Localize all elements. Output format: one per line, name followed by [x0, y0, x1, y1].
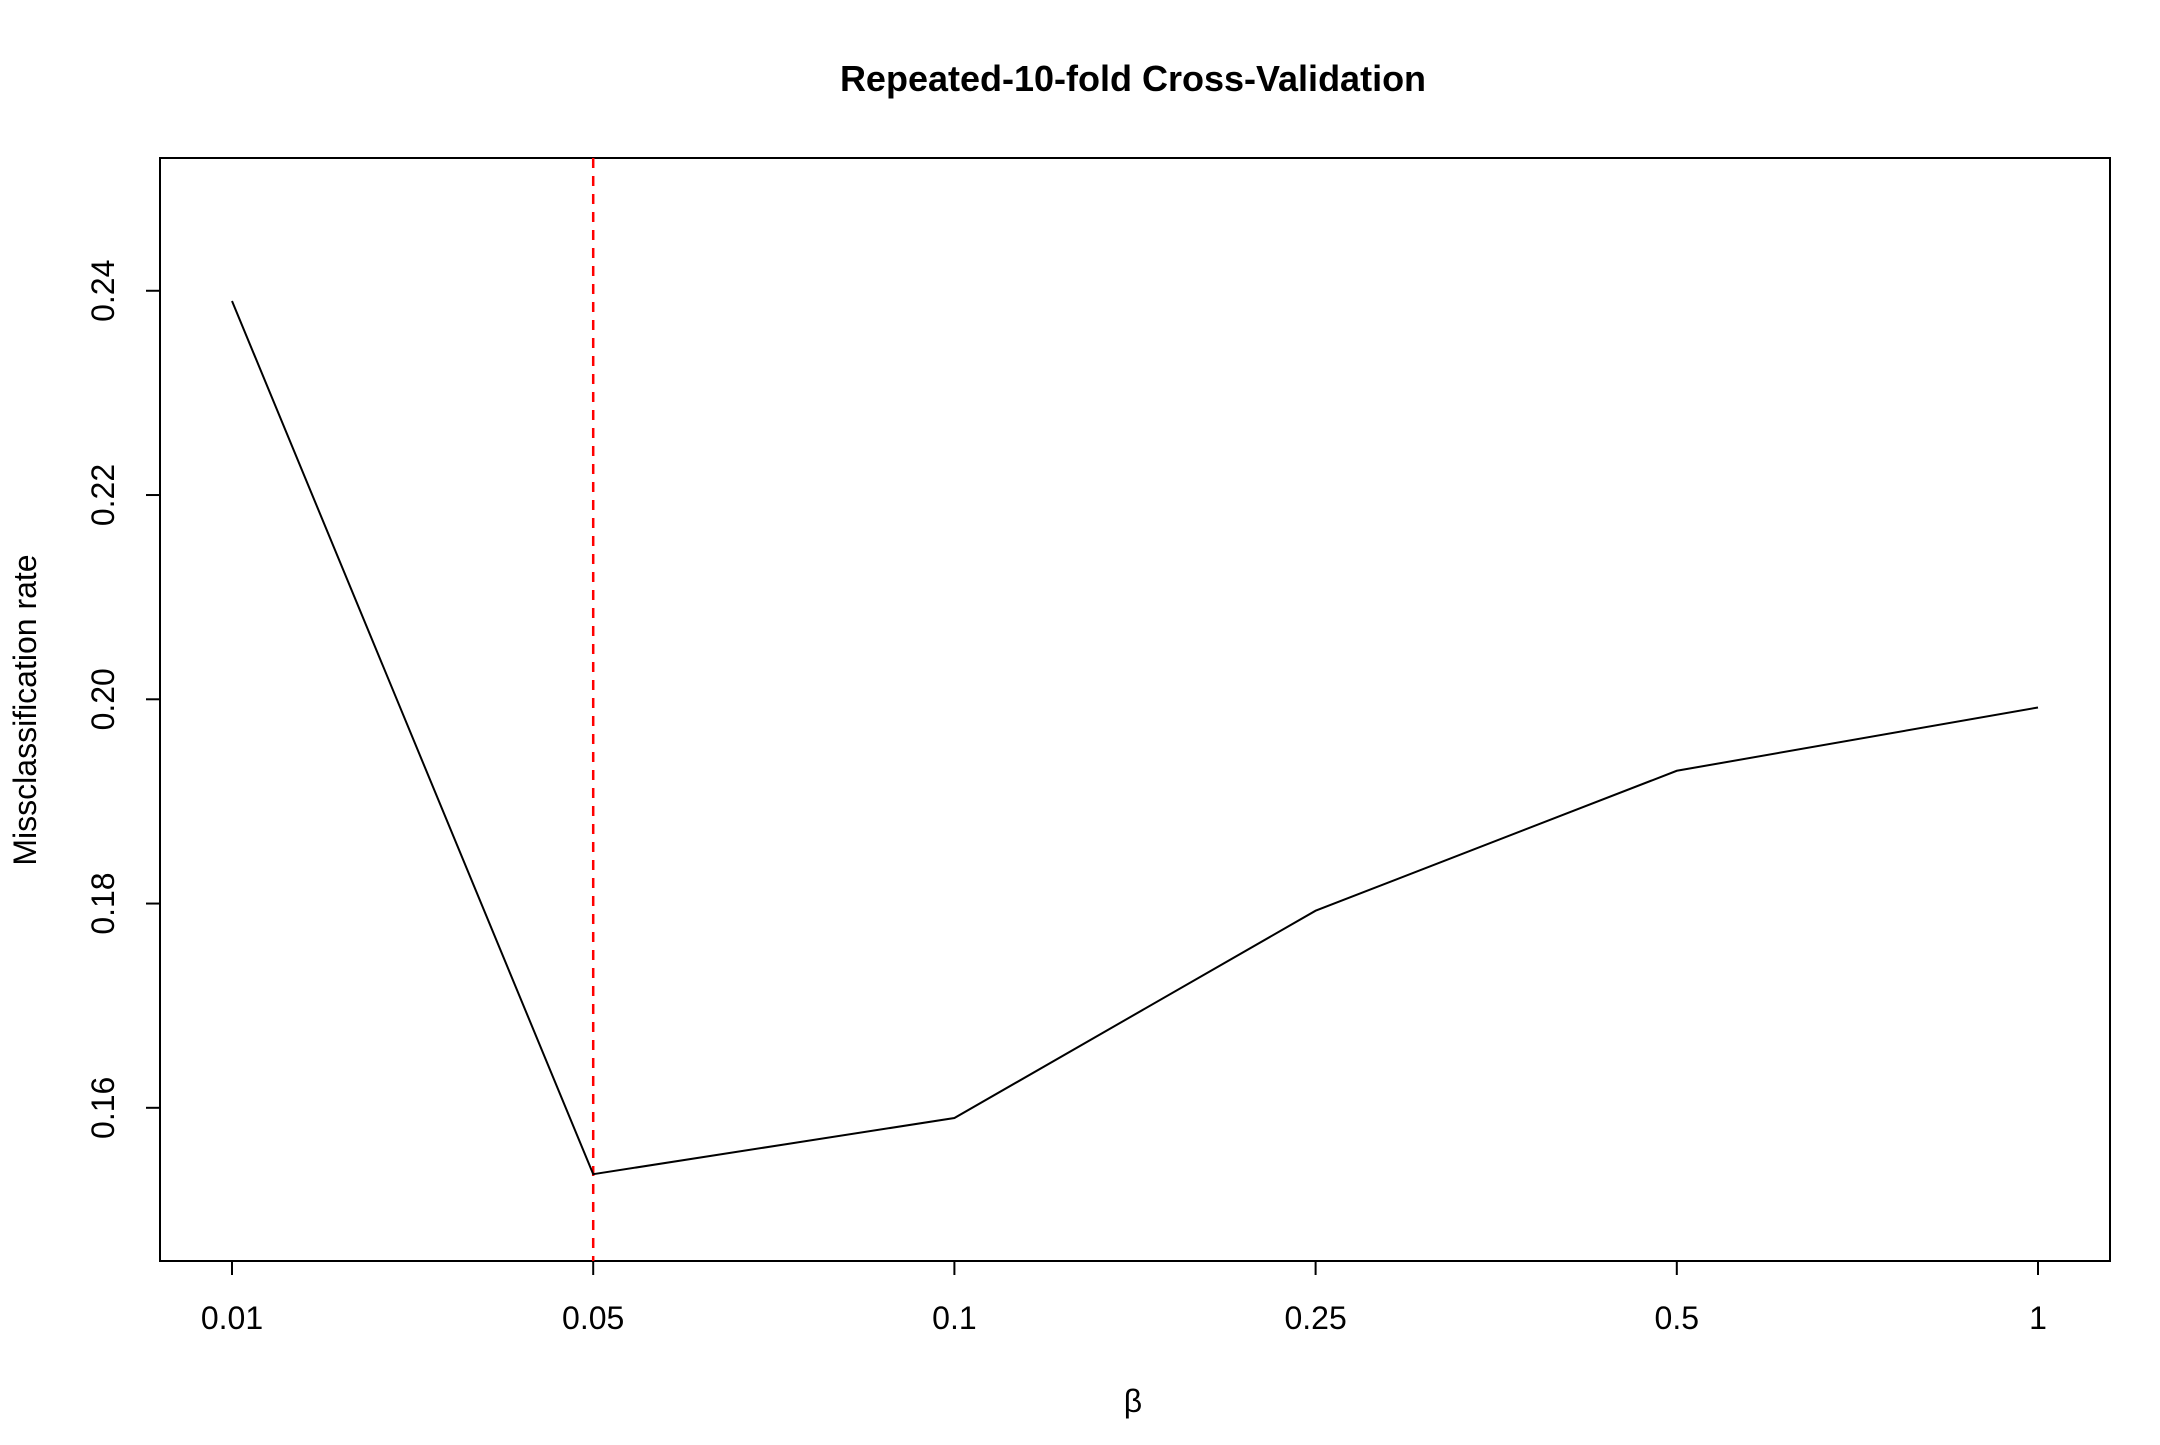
plot-marks — [231, 158, 2039, 1261]
x-tick-label: 0.5 — [1655, 1300, 1699, 1336]
y-tick-label: 0.24 — [85, 260, 121, 322]
x-tick-label: 0.1 — [932, 1300, 976, 1336]
chart-title: Repeated-10-fold Cross-Validation — [840, 58, 1426, 99]
y-tick-label: 0.18 — [85, 872, 121, 934]
x-tick-label: 0.05 — [562, 1300, 624, 1336]
y-tick-label: 0.22 — [85, 464, 121, 526]
x-tick-label: 1 — [2029, 1300, 2047, 1336]
y-tick-label: 0.16 — [85, 1077, 121, 1139]
y-axis-label: Missclassification rate — [7, 554, 43, 865]
x-axis-label: β — [1124, 1383, 1142, 1419]
plot-frame — [159, 157, 2111, 1262]
x-tick-label: 0.01 — [201, 1300, 263, 1336]
x-axis: 0.01 0.05 0.1 0.25 0.5 1 — [201, 1260, 2047, 1336]
x-tick-label: 0.25 — [1284, 1300, 1346, 1336]
series-line — [231, 300, 2039, 1176]
y-tick-label: 0.20 — [85, 668, 121, 730]
y-axis: 0.16 0.18 0.20 0.22 0.24 — [85, 260, 161, 1139]
